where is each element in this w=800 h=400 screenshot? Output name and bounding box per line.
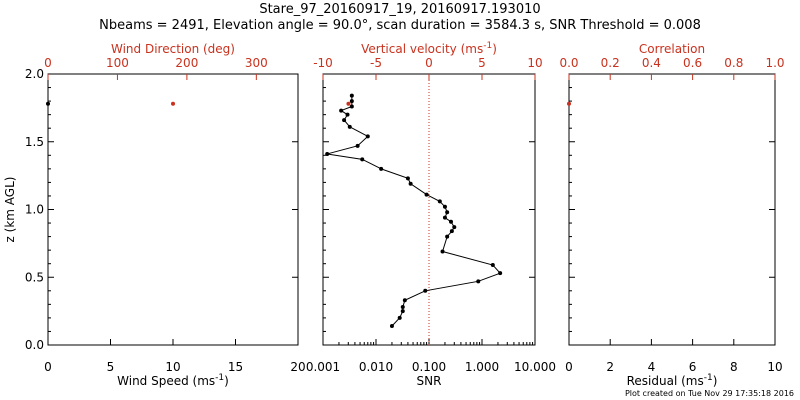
snr-xtick-label-bottom: 0.010 <box>359 360 393 374</box>
correlation-xtick-label-top: 0.8 <box>724 56 743 70</box>
snr-data-point <box>360 157 365 162</box>
correlation-xtick-label-bottom: 0 <box>565 360 573 374</box>
snr-data-point <box>405 176 410 181</box>
snr-data-point <box>397 315 402 320</box>
y-axis-title: z (km AGL) <box>3 177 17 243</box>
snr-data-point <box>490 263 495 268</box>
snr-xtick-label-bottom: 0.001 <box>306 360 340 374</box>
snr-data-point <box>400 305 405 310</box>
correlation-xtick-label-top: 0.0 <box>559 56 578 70</box>
snr-series-line <box>327 95 502 327</box>
snr-data-point <box>424 192 429 197</box>
snr-data-point <box>445 210 450 215</box>
snr-data-point <box>476 279 481 284</box>
correlation-xtick-label-bottom: 2 <box>606 360 614 374</box>
snr-data-point <box>442 204 447 209</box>
correlation-xtick-label-bottom: 4 <box>648 360 656 374</box>
chart-subtitle: Nbeams = 2491, Elevation angle = 90.0°, … <box>99 18 701 33</box>
correlation-xtick-label-top: 0.6 <box>683 56 702 70</box>
snr-xtick-label-bottom: 0.100 <box>412 360 446 374</box>
snr-data-point <box>448 219 453 224</box>
snr-data-point <box>347 124 352 129</box>
y-tick-label: 2.0 <box>25 67 44 81</box>
snr-data-point <box>437 199 442 204</box>
wind-panel-frame <box>47 73 299 346</box>
snr-data-point <box>355 143 360 148</box>
snr-data-point <box>345 112 350 117</box>
correlation-xtick-label-bottom: 8 <box>730 360 738 374</box>
correlation-bottom-axis-title: Residual (ms-1) <box>627 373 718 388</box>
snr-data-point <box>349 104 354 109</box>
snr-data-point <box>365 134 370 139</box>
correlation-data-point <box>567 101 571 106</box>
wind-xtick-label-top: 0 <box>44 56 52 70</box>
snr-top-axis-title: Vertical velocity (ms-1) <box>361 41 497 56</box>
snr-data-point <box>440 249 445 254</box>
snr-data-point <box>498 271 503 276</box>
snr-data-point <box>449 229 454 234</box>
snr-data-point <box>349 99 354 104</box>
wind-xtick-label-bottom: 5 <box>107 360 115 374</box>
correlation-top-axis-title: Correlation <box>639 42 705 56</box>
wind-xtick-label-bottom: 15 <box>228 360 243 374</box>
snr-data-point <box>408 181 413 186</box>
wind-xtick-label-top: 200 <box>175 56 198 70</box>
snr-data-point <box>452 225 457 230</box>
snr-data-point <box>389 324 394 329</box>
wind-xtick-label-top: 100 <box>106 56 129 70</box>
snr-data-point <box>325 151 330 156</box>
snr-data-point <box>423 288 428 293</box>
y-tick-label: 1.0 <box>25 203 44 217</box>
correlation-xtick-label-top: 0.4 <box>642 56 661 70</box>
chart-title: Stare_97_20160917_19, 20160917.193010 <box>259 2 541 17</box>
snr-data-point <box>442 215 447 220</box>
snr-data-point <box>349 93 354 98</box>
snr-data-point <box>445 234 450 239</box>
snr-xtick-label-top: 5 <box>478 56 486 70</box>
wind-xtick-label-bottom: 20 <box>290 360 305 374</box>
wind-data-point <box>171 101 175 106</box>
correlation-panel-frame <box>568 73 776 346</box>
wind-xtick-label-bottom: 10 <box>165 360 180 374</box>
correlation-xtick-label-top: 1.0 <box>765 56 784 70</box>
wind-bottom-axis-title: Wind Speed (ms-1) <box>117 373 229 388</box>
plot-credit: Plot created on Tue Nov 29 17:35:18 2016 <box>624 389 794 398</box>
wind-xtick-label-bottom: 0 <box>44 360 52 374</box>
y-tick-label: 1.5 <box>25 135 44 149</box>
wind-top-axis-title: Wind Direction (deg) <box>111 42 235 56</box>
snr-xtick-label-top: -5 <box>370 56 382 70</box>
snr-bottom-axis-title: SNR <box>417 374 442 388</box>
snr-data-point <box>400 309 405 314</box>
snr-data-point <box>379 166 384 171</box>
snr-xtick-label-top: -10 <box>313 56 333 70</box>
snr-xtick-label-bottom: 1.000 <box>465 360 499 374</box>
snr-data-point <box>402 298 407 303</box>
snr-xtick-label-top: 0 <box>425 56 433 70</box>
correlation-xtick-label-top: 0.2 <box>601 56 620 70</box>
snr-data-point <box>346 101 351 106</box>
wind-data-point <box>46 101 50 106</box>
snr-data-point <box>339 108 344 113</box>
correlation-xtick-label-bottom: 10 <box>767 360 782 374</box>
correlation-xtick-label-bottom: 6 <box>689 360 697 374</box>
snr-data-point <box>342 118 347 123</box>
y-tick-label: 0.5 <box>25 270 44 284</box>
y-tick-label: 0.0 <box>25 338 44 352</box>
snr-xtick-label-top: 10 <box>527 56 542 70</box>
wind-xtick-label-top: 300 <box>245 56 268 70</box>
snr-xtick-label-bottom: 10.000 <box>514 360 556 374</box>
